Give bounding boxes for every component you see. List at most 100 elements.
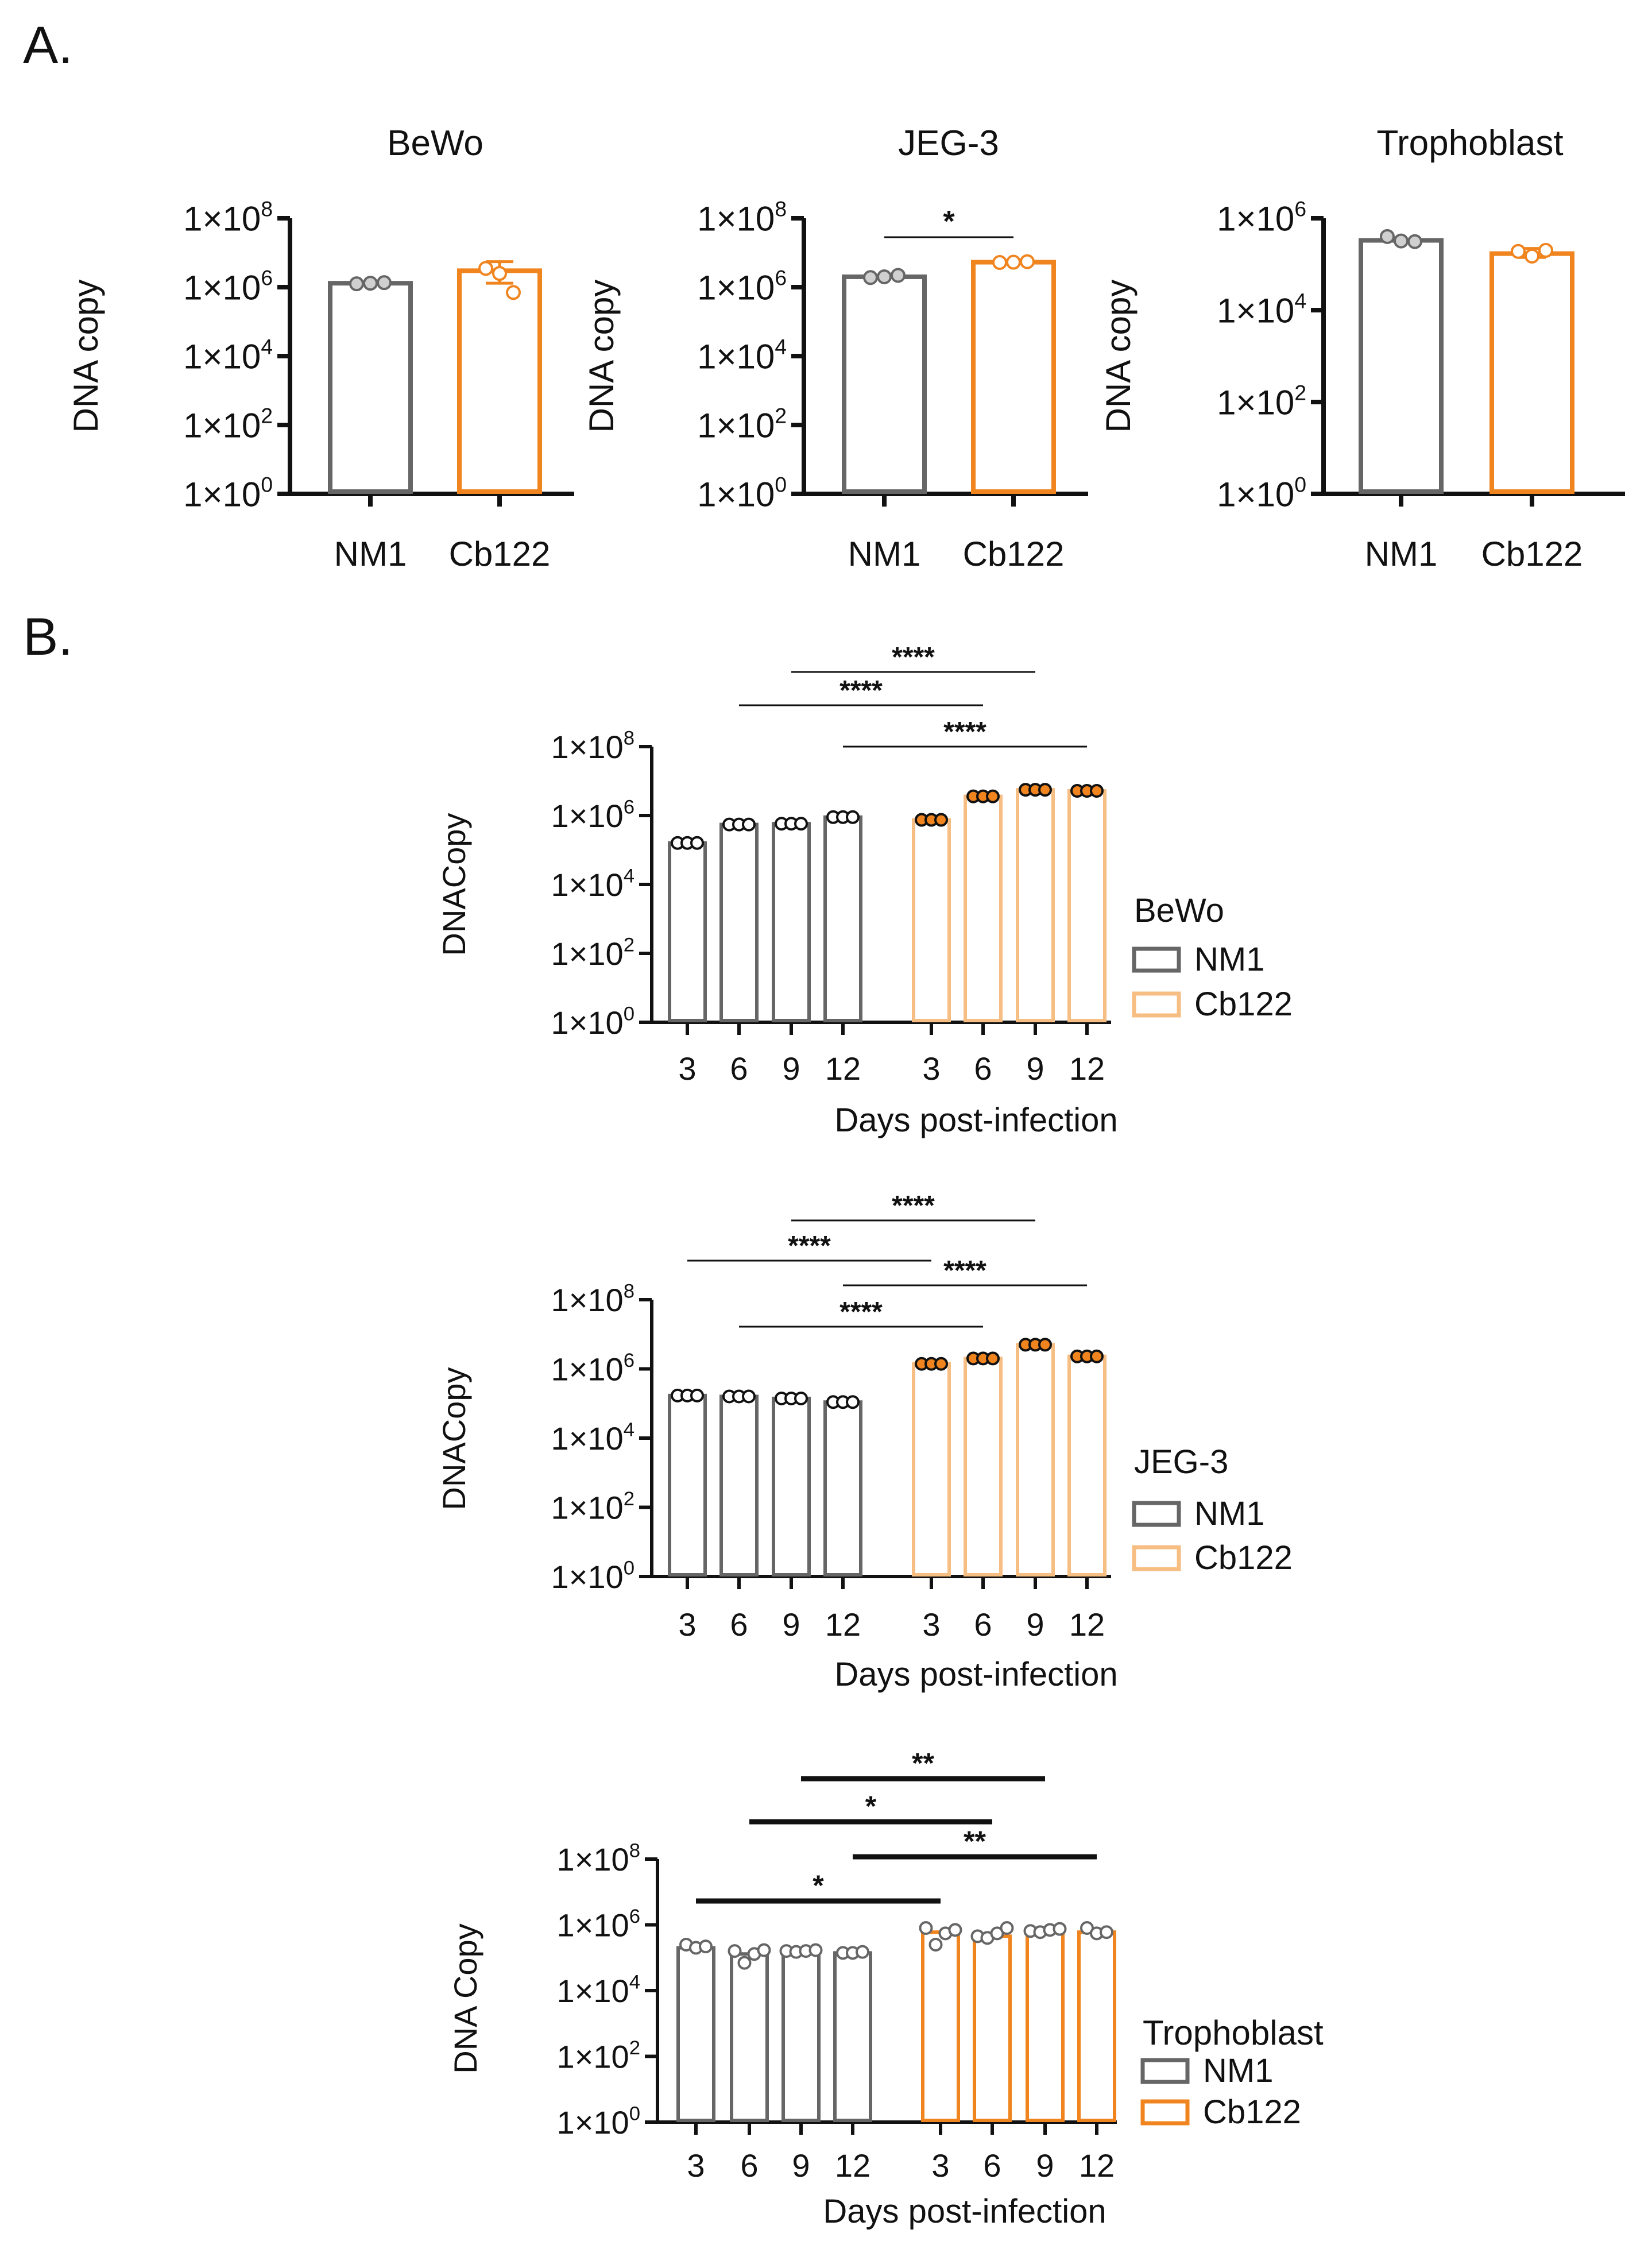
bar — [1016, 1343, 1055, 1577]
y-tick-label: 1×104 — [557, 1972, 640, 2010]
data-point — [919, 1921, 933, 1935]
data-point — [1006, 254, 1021, 270]
x-tick-label: 12 — [825, 1050, 861, 1087]
y-tick-label: 1×102 — [551, 1488, 635, 1526]
data-point — [699, 1939, 713, 1954]
y-tick-label: 1×102 — [697, 403, 787, 445]
legend-swatch — [1140, 2058, 1190, 2084]
y-tick-label: 1×106 — [697, 265, 787, 307]
x-tick-label: 6 — [974, 1050, 992, 1087]
bar — [1077, 1930, 1116, 2123]
y-tick-base: 1×10 — [557, 2039, 629, 2075]
data-point — [690, 1388, 704, 1402]
y-tick-exponent: 6 — [624, 1350, 635, 1371]
data-point — [757, 1943, 771, 1957]
data-point — [928, 1937, 943, 1952]
data-point — [1407, 234, 1422, 249]
data-point — [986, 789, 1000, 803]
y-axis-label: DNACopy — [436, 1367, 472, 1510]
y-tick-base: 1×10 — [551, 867, 624, 903]
y-tick-label: 1×108 — [551, 1281, 635, 1319]
y-tick-base: 1×10 — [183, 476, 261, 514]
x-tick-label: 6 — [740, 2147, 758, 2184]
data-point — [1538, 242, 1553, 258]
bar — [971, 260, 1056, 494]
y-tick-exponent: 8 — [261, 196, 273, 221]
data-point — [934, 1357, 948, 1371]
data-point — [742, 1389, 756, 1404]
significance-label: **** — [892, 642, 935, 673]
y-tick-exponent: 4 — [629, 1972, 640, 1993]
y-tick-exponent: 4 — [775, 334, 787, 358]
y-tick-label: 1×100 — [551, 1003, 635, 1041]
bar — [668, 1393, 707, 1577]
bar — [781, 1949, 821, 2123]
data-point — [794, 1391, 808, 1405]
x-axis-label: Days post-infection — [834, 1102, 1117, 1139]
y-tick-exponent: 0 — [1294, 472, 1306, 496]
y-axis-label: DNA copy — [1099, 280, 1138, 433]
y-tick-label: 1×106 — [551, 1350, 635, 1388]
y-tick-exponent: 8 — [775, 196, 787, 221]
x-tick-label: 12 — [835, 2147, 871, 2184]
legend-swatch — [1132, 946, 1181, 973]
y-tick-exponent: 0 — [624, 1003, 635, 1025]
legend-swatch — [1140, 2099, 1190, 2126]
y-tick-exponent: 2 — [624, 1488, 635, 1510]
significance-label: * — [943, 205, 955, 238]
data-point — [846, 1395, 860, 1409]
bar — [719, 822, 759, 1022]
chart-title: JEG-3 — [898, 123, 999, 163]
y-tick-exponent: 6 — [775, 265, 787, 289]
data-point — [363, 276, 378, 291]
significance-label: **** — [943, 717, 986, 747]
significance-label: **** — [839, 1297, 883, 1327]
data-point — [349, 276, 364, 292]
y-tick-exponent: 6 — [629, 1906, 640, 1927]
y-tick-base: 1×10 — [697, 476, 775, 514]
y-tick-base: 1×10 — [551, 798, 624, 834]
legend-label: Cb122 — [1203, 2093, 1301, 2131]
panel-label-a: A. — [23, 16, 73, 75]
data-point — [1090, 784, 1104, 798]
data-point — [856, 1945, 869, 1959]
y-tick-exponent: 2 — [1294, 380, 1306, 404]
y-tick-exponent: 2 — [775, 403, 787, 427]
y-tick-base: 1×10 — [551, 1490, 624, 1526]
y-tick-base: 1×10 — [697, 407, 775, 445]
bar — [1016, 788, 1055, 1023]
y-tick-base: 1×10 — [551, 1351, 624, 1388]
x-tick-label: NM1 — [848, 535, 921, 573]
x-tick-label: NM1 — [1365, 535, 1438, 573]
legend-swatch — [1132, 991, 1181, 1018]
y-tick-base: 1×10 — [551, 1420, 624, 1456]
bar — [676, 1946, 715, 2123]
data-point — [992, 255, 1007, 271]
x-tick-label: Cb122 — [963, 535, 1065, 573]
bar — [921, 1930, 960, 2123]
bar — [912, 818, 951, 1022]
y-tick-base: 1×10 — [551, 1004, 624, 1041]
bar — [1067, 1354, 1107, 1577]
legend-title: Trophoblast — [1143, 2014, 1324, 2052]
y-tick-base: 1×10 — [1217, 476, 1294, 514]
bar — [1026, 1929, 1065, 2122]
y-axis-label: DNA copy — [582, 280, 621, 433]
legend-label: NM1 — [1194, 941, 1264, 978]
y-tick-base: 1×10 — [551, 1559, 624, 1595]
y-tick-exponent: 2 — [624, 934, 635, 956]
y-tick-label: 1×102 — [557, 2037, 640, 2075]
y-tick-label: 1×108 — [183, 196, 273, 238]
legend-title: JEG-3 — [1134, 1443, 1228, 1481]
bar — [1489, 251, 1574, 494]
bar — [973, 1934, 1012, 2122]
y-tick-label: 1×102 — [183, 403, 273, 445]
x-tick-label: 6 — [974, 1606, 992, 1643]
x-tick-label: 12 — [1069, 1606, 1105, 1643]
y-tick-exponent: 0 — [775, 472, 787, 496]
y-tick-label: 1×104 — [183, 334, 273, 376]
x-tick-label: 6 — [730, 1606, 748, 1643]
y-tick-label: 1×104 — [551, 1419, 635, 1457]
